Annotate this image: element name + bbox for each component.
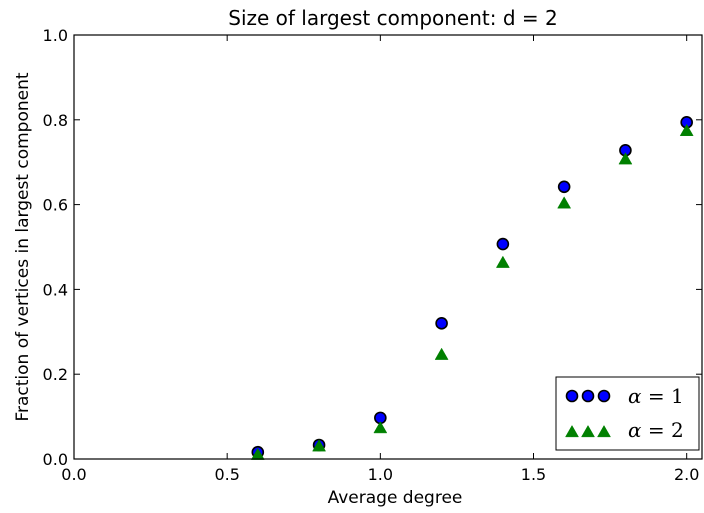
x-tick-label: 0.5 — [214, 465, 239, 484]
data-point — [496, 237, 510, 251]
legend-marker — [565, 424, 579, 438]
data-point — [557, 180, 571, 194]
y-tick-label: 0.8 — [43, 111, 68, 130]
y-axis-label: Fraction of vertices in largest componen… — [13, 72, 33, 421]
y-tick-label: 0.6 — [43, 196, 68, 215]
legend-marker — [597, 389, 611, 403]
x-axis-label: Average degree — [328, 488, 463, 508]
legend: α = 1 α = 2 — [555, 376, 700, 451]
series-1 — [251, 116, 693, 459]
plot-area — [250, 116, 694, 460]
legend-marker — [581, 389, 595, 403]
y-tick-label: 0.2 — [43, 365, 68, 384]
data-point — [618, 152, 633, 165]
data-point — [312, 439, 327, 452]
x-tick-label: 2.0 — [674, 465, 699, 484]
x-tick-label: 1.5 — [521, 465, 546, 484]
legend-marker — [581, 424, 595, 438]
data-point — [435, 317, 448, 330]
data-point — [434, 347, 449, 360]
legend-box — [555, 376, 700, 451]
data-point — [373, 421, 388, 434]
legend-marker — [565, 389, 579, 403]
legend-label: α = 2 — [628, 418, 684, 442]
chart-title: Size of largest component: d = 2 — [228, 6, 557, 30]
data-point — [495, 255, 510, 268]
data-point — [557, 196, 572, 209]
x-tick-label: 1.0 — [368, 465, 393, 484]
y-tick-label: 0.4 — [43, 280, 68, 299]
data-point — [250, 447, 265, 460]
legend-marker — [597, 424, 611, 438]
y-tick-label: 0.0 — [43, 450, 68, 469]
x-tick-label: 0.0 — [61, 465, 86, 484]
legend-label: α = 1 — [628, 384, 684, 408]
data-point — [679, 123, 694, 136]
axis-ticks: 0.0 0.5 1.0 1.5 2.0 0.0 0.2 0.4 0.6 0.8 1.0 — [43, 26, 702, 484]
y-tick-label: 1.0 — [43, 26, 68, 45]
series-2 — [250, 123, 694, 460]
plot-frame — [73, 34, 703, 460]
